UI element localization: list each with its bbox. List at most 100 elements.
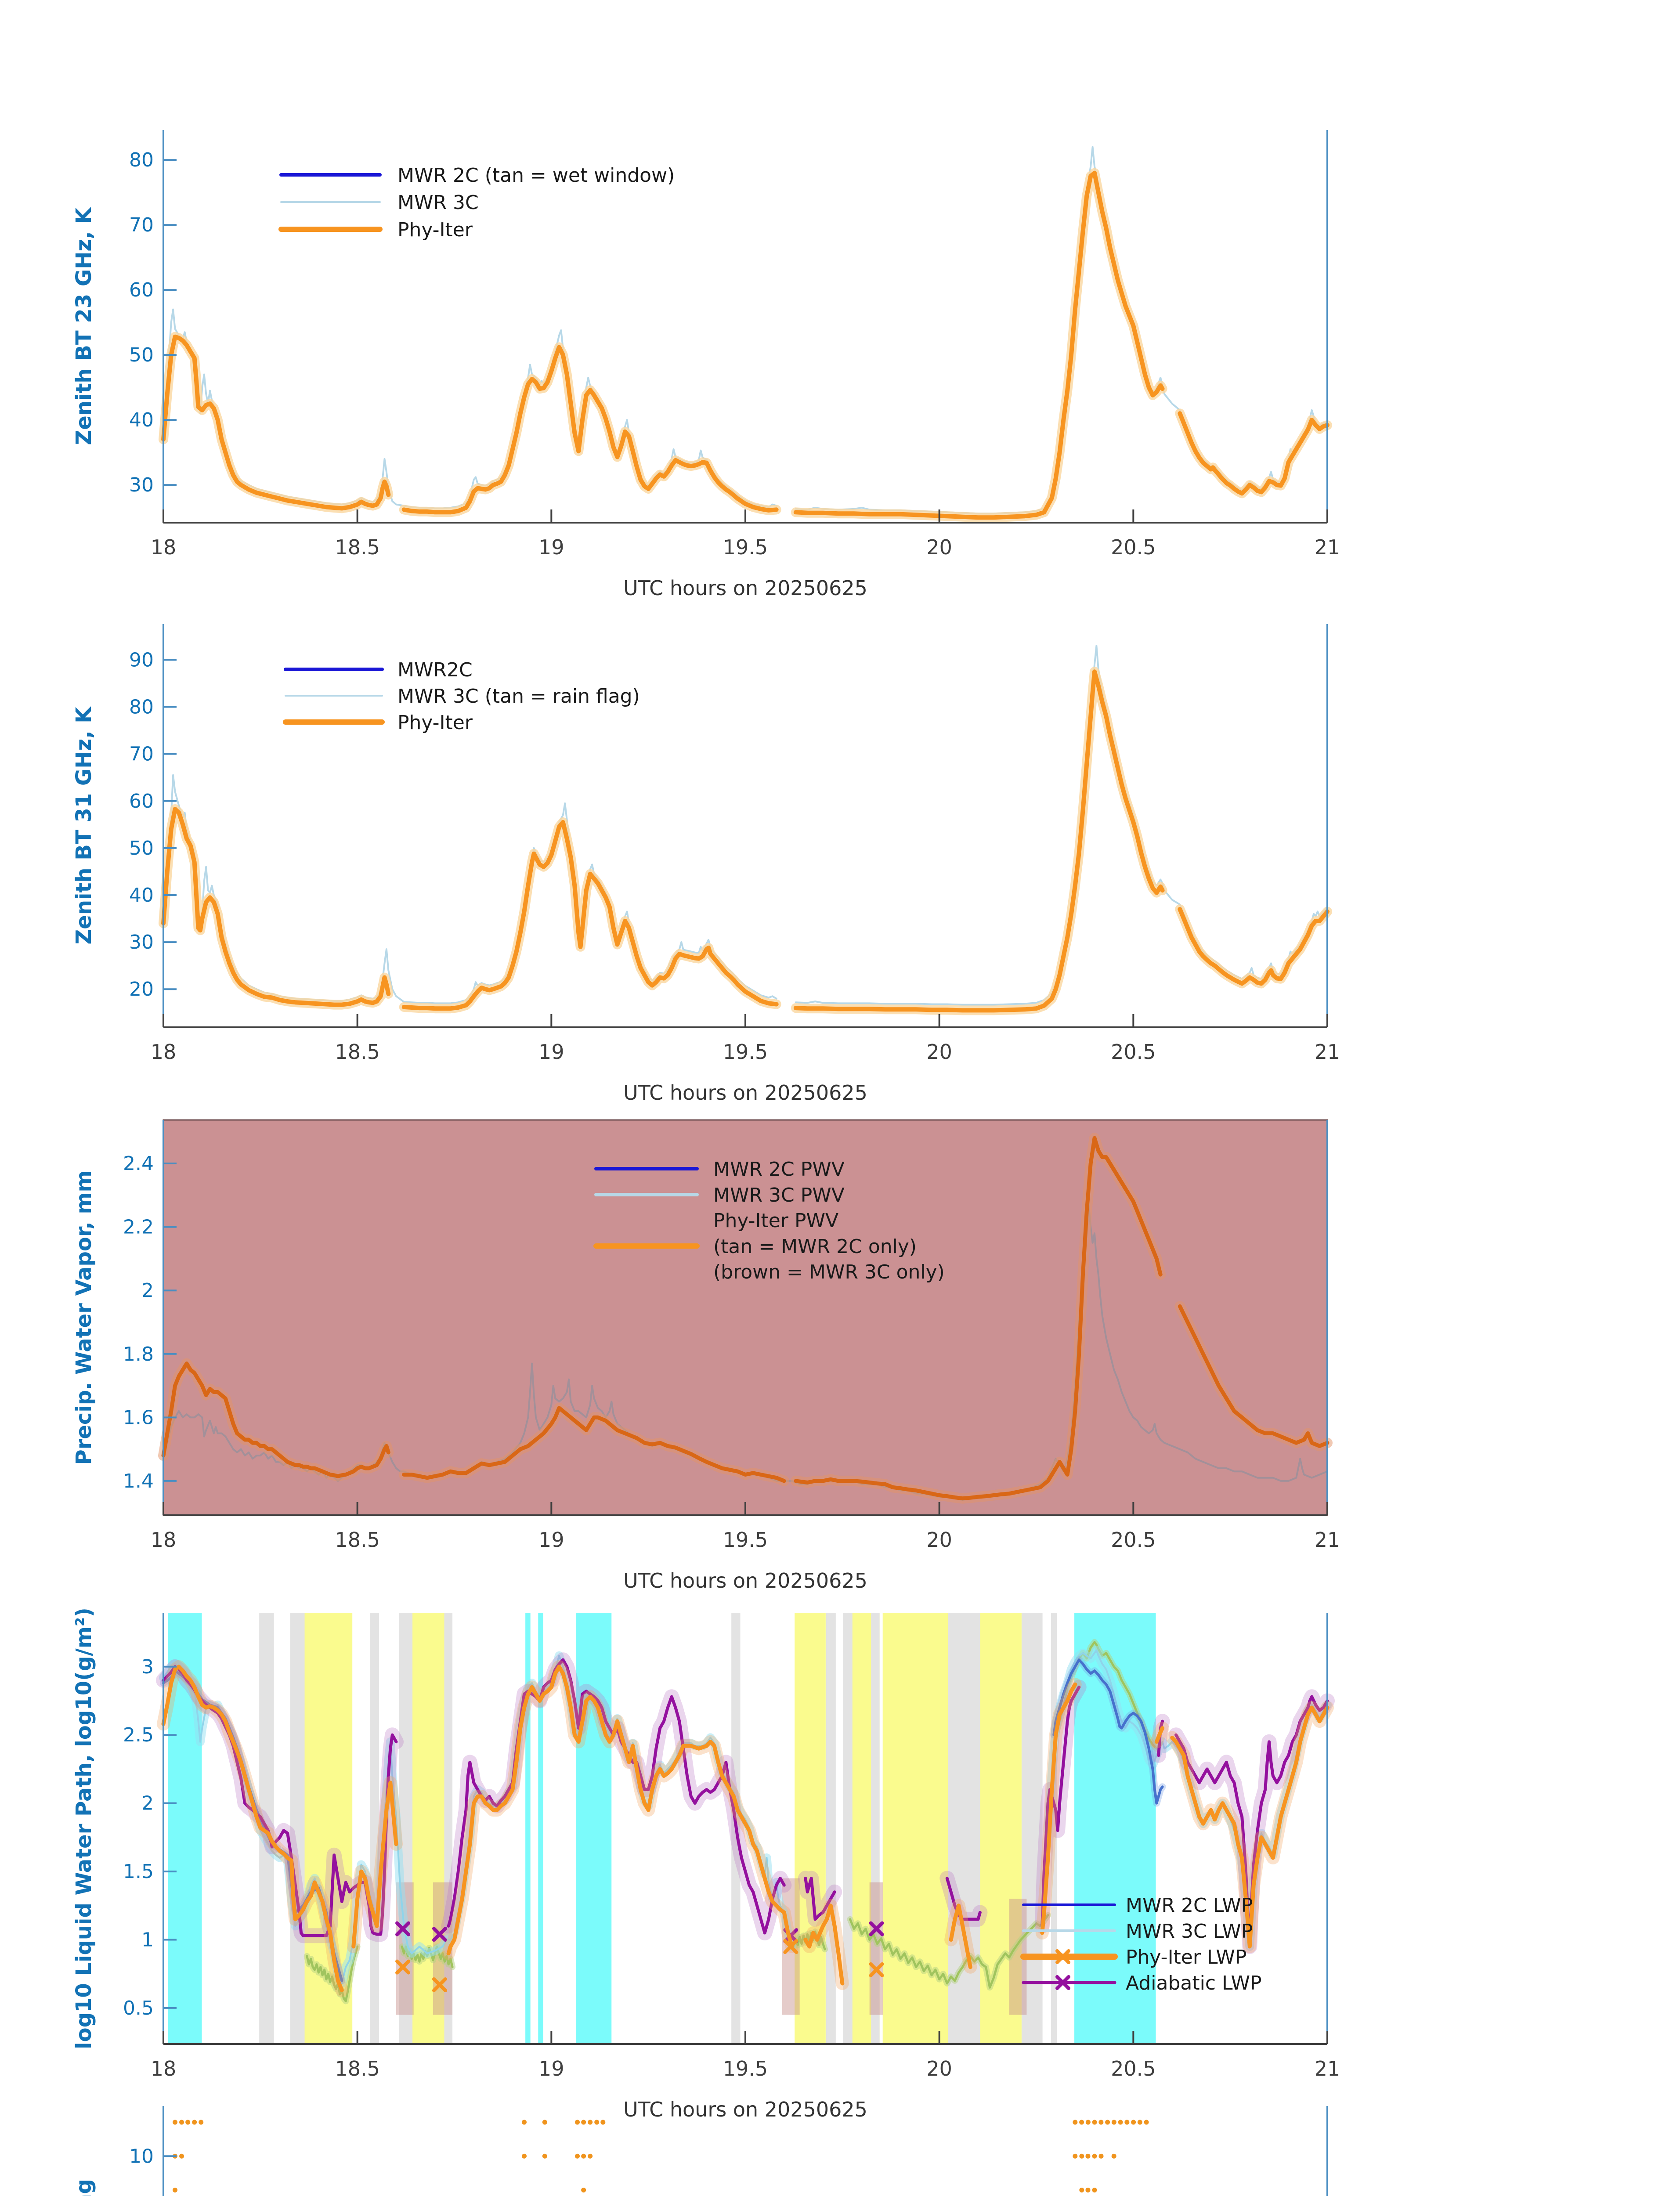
bt31-phyiter-line: [161, 669, 1330, 1013]
dqflag-y-tick-label: 10: [129, 2145, 154, 2167]
pwv-legend-label: MWR 2C PWV: [713, 1158, 845, 1181]
bt31-y-tick-label: 30: [129, 931, 154, 954]
bt23-x-tick-label: 19.5: [723, 535, 768, 559]
dqflag-flag-dot: [1085, 2187, 1091, 2192]
dqflag-flag-dot: [1073, 2120, 1078, 2125]
dqflag-flag-dot: [1111, 2120, 1116, 2125]
dqflag-y-axis-title: MWR Phy Iter DQ Flag: [72, 2179, 96, 2196]
pwv-plot-background: [163, 1120, 1327, 1515]
pwv-legend-label: (tan = MWR 2C only): [713, 1235, 917, 1258]
bt23-x-axis-title: UTC hours on 20250625: [623, 576, 867, 600]
lwp-flag-band: [575, 1613, 612, 2044]
bt31-y-tick-label: 80: [129, 696, 154, 719]
pwv-y-tick-label: 1.6: [123, 1406, 154, 1429]
bt31-legend-label: MWR 3C (tan = rain flag): [397, 685, 640, 708]
dqflag-flag-dot: [1098, 2153, 1104, 2159]
lwp-legend-label: MWR 3C LWP: [1126, 1920, 1253, 1943]
lwp-x-tick-label: 18: [151, 2057, 177, 2080]
bt31-x-tick-label: 21: [1315, 1040, 1340, 1064]
bt31-x-axis-title: UTC hours on 20250625: [623, 1081, 867, 1105]
lwp-phyiter-lwp-x-marker: [432, 1977, 447, 1993]
bt23-legend-label: MWR 3C: [397, 191, 479, 214]
dqflag-flag-dot: [199, 2120, 204, 2125]
bt23-y-tick-label: 40: [129, 409, 154, 431]
lwp-flag-band: [538, 1613, 543, 2044]
bt31-x-tick-label: 18.5: [335, 1040, 379, 1064]
bt23-y-tick-label: 80: [129, 149, 154, 171]
lwp-y-tick-label: 3: [141, 1656, 154, 1678]
lwp-flag-band: [525, 1613, 531, 2044]
bt23-x-tick-label: 18.5: [335, 535, 379, 559]
bt31-legend-label: Phy-Iter: [397, 712, 473, 734]
dqflag-flag-dot: [1144, 2120, 1149, 2125]
bt23-x-tick-label: 20: [926, 535, 952, 559]
dqflag-flag-dot: [1079, 2187, 1084, 2192]
dqflag-flag-dot: [1105, 2120, 1110, 2125]
bt23-y-tick-label: 30: [129, 474, 154, 496]
lwp-x-tick-label: 19.5: [723, 2057, 768, 2080]
pwv-x-tick-label: 21: [1315, 1528, 1340, 1552]
dqflag-flag-dot: [581, 2187, 586, 2192]
bt31-legend-label: MWR2C: [397, 659, 473, 681]
lwp-y-tick-label: 1: [141, 1929, 154, 1951]
dqflag-flag-dot: [1085, 2153, 1091, 2159]
dqflag-flag-dot: [522, 2153, 527, 2159]
pwv-legend-label: (brown = MWR 3C only): [713, 1261, 945, 1283]
bt23-phyiter-line: [161, 170, 1330, 520]
pwv-phyiter-pwv-line: [161, 1136, 1330, 1501]
dqflag-flag-dot: [1098, 2120, 1104, 2125]
dqflag-flag-dot: [542, 2153, 547, 2159]
lwp-y-axis-title: log10 Liquid Water Path, log10(g/m²): [72, 1607, 96, 2049]
dqflag-flag-dot: [1092, 2187, 1097, 2192]
bt23-y-tick-label: 50: [129, 344, 154, 366]
bt23-legend-label: MWR 2C (tan = wet window): [397, 164, 675, 187]
lwp-legend-label: Adiabatic LWP: [1126, 1972, 1262, 1994]
lwp-phyiter-lwp-x-marker: [783, 1939, 798, 1954]
bt31-x-tick-label: 19.5: [723, 1040, 768, 1064]
bt23-phyiter-envelope: [159, 168, 1332, 523]
lwp-legend-marker: [1055, 1975, 1070, 1990]
bt31-x-tick-label: 19: [538, 1040, 564, 1064]
lwp-flag-band: [826, 1613, 836, 2044]
bt31-mwr3c-line: [163, 645, 1328, 1006]
lwp-x-tick-label: 20.5: [1111, 2057, 1156, 2080]
lwp-flag-band: [1021, 1613, 1043, 2044]
pwv-x-tick-label: 19: [538, 1528, 564, 1552]
dqflag-flag-dot: [1124, 2120, 1130, 2125]
pwv-y-tick-label: 1.8: [123, 1343, 154, 1365]
lwp-flag-band: [290, 1613, 305, 2044]
dqflag-flag-dot: [594, 2120, 600, 2125]
lwp-legend-label: MWR 2C LWP: [1126, 1894, 1253, 1917]
pwv-y-tick-label: 1.4: [123, 1470, 154, 1492]
pwv-x-tick-label: 19.5: [723, 1528, 768, 1552]
dqflag-flag-dot: [600, 2120, 606, 2125]
lwp-x-tick-label: 21: [1315, 2057, 1340, 2080]
dqflag-flag-dot: [588, 2120, 593, 2125]
dqflag-flag-dot: [588, 2153, 593, 2159]
bt23-y-axis-title: Zenith BT 23 GHz, K: [72, 207, 96, 445]
bt31-x-tick-label: 20.5: [1111, 1040, 1156, 1064]
bt31-y-tick-label: 70: [129, 743, 154, 766]
pwv-y-tick-label: 2.4: [123, 1152, 154, 1175]
bt31-y-tick-label: 50: [129, 837, 154, 860]
dqflag-flag-dot: [1092, 2153, 1097, 2159]
lwp-x-tick-label: 19: [538, 2057, 564, 2080]
dqflag-flag-dot: [1079, 2120, 1084, 2125]
dqflag-flag-dot: [192, 2120, 197, 2125]
dqflag-flag-dot: [542, 2120, 547, 2125]
lwp-y-tick-label: 2.5: [123, 1724, 154, 1746]
lwp-y-tick-label: 0.5: [123, 1997, 154, 2019]
bt23-x-tick-label: 19: [538, 535, 564, 559]
dqflag-flag-dot: [575, 2153, 580, 2159]
dqflag-flag-dot: [1118, 2120, 1123, 2125]
lwp-phyiter-lwp-line: [161, 1665, 1330, 1992]
bt23-x-tick-label: 18: [151, 535, 177, 559]
dqflag-flag-dot: [185, 2120, 191, 2125]
lwp-legend-marker: [1055, 1949, 1070, 1964]
bt31-y-axis-title: Zenith BT 31 GHz, K: [72, 706, 96, 945]
dqflag-flag-dot: [1073, 2153, 1078, 2159]
pwv-legend-label: Phy-Iter PWV: [713, 1210, 838, 1232]
lwp-adiabatic-lwp-x-marker: [395, 1921, 411, 1936]
